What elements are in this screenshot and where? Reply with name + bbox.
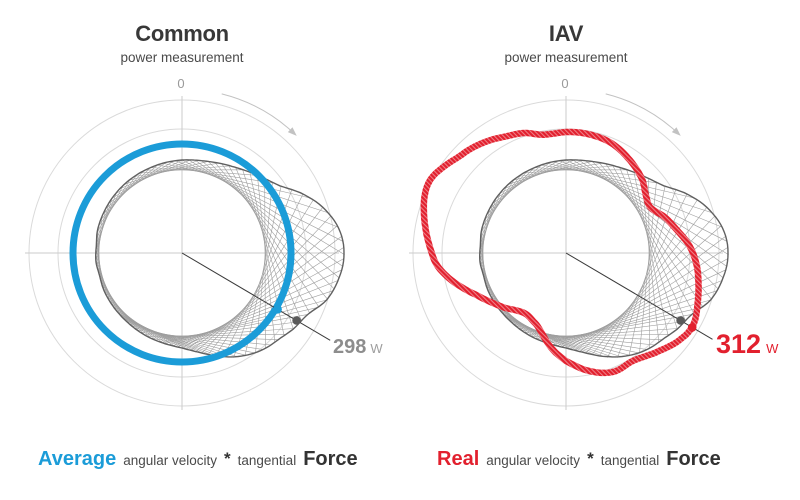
pointer-dot: [292, 316, 301, 325]
power-value-common: 298 W: [333, 336, 383, 359]
pointer-dot: [676, 316, 685, 325]
formula-caption-iav: Real angular velocity * tangential Force: [437, 448, 721, 471]
panel-figure-common: [25, 93, 345, 410]
formula-caption-common: Average angular velocity * tangential Fo…: [38, 448, 358, 471]
caption-velocity-iav: angular velocity: [486, 453, 581, 468]
power-number-common: 298: [333, 336, 367, 358]
panel-subtitle-iav: power measurement: [504, 50, 628, 66]
panel-subtitle-common: power measurement: [120, 50, 244, 66]
pointer-dot: [273, 305, 282, 314]
panel-head-iav: IAV power measurement: [416, 22, 716, 65]
multiply-symbol-iav: *: [587, 449, 594, 468]
power-pointer-line: [565, 252, 713, 340]
caption-tangential-iav: tangential: [600, 453, 660, 468]
torque-hatching: [95, 159, 345, 358]
panel-title-iav: IAV: [548, 21, 584, 46]
panel-title-common: Common: [135, 21, 229, 46]
power-value-iav: 312 W: [716, 329, 778, 360]
real-power-curve: [420, 128, 702, 377]
caption-lead-common: Average: [38, 448, 117, 470]
rotation-arrow-icon: [605, 93, 681, 136]
caption-tangential-common: tangential: [237, 453, 297, 468]
multiply-symbol-common: *: [224, 449, 231, 468]
pointer-dot: [687, 323, 697, 332]
caption-lead-iav: Real: [437, 448, 480, 470]
panel-head-common: Common power measurement: [32, 22, 332, 65]
power-unit-iav: W: [766, 341, 779, 356]
tangential-force-curve: [95, 159, 345, 358]
power-pointer-line: [181, 252, 331, 341]
caption-velocity-common: angular velocity: [123, 453, 218, 468]
panel-figure-iav: [409, 93, 729, 410]
zero-label-iav: 0: [561, 76, 569, 91]
tangential-force-curve: [479, 159, 729, 358]
rotation-arrow-icon: [221, 93, 297, 136]
caption-force-common: Force: [303, 448, 358, 470]
zero-label-common: 0: [177, 76, 185, 91]
caption-force-iav: Force: [666, 448, 721, 470]
average-power-circle: [69, 140, 295, 366]
power-number-iav: 312: [716, 329, 762, 359]
power-unit-common: W: [370, 341, 383, 356]
